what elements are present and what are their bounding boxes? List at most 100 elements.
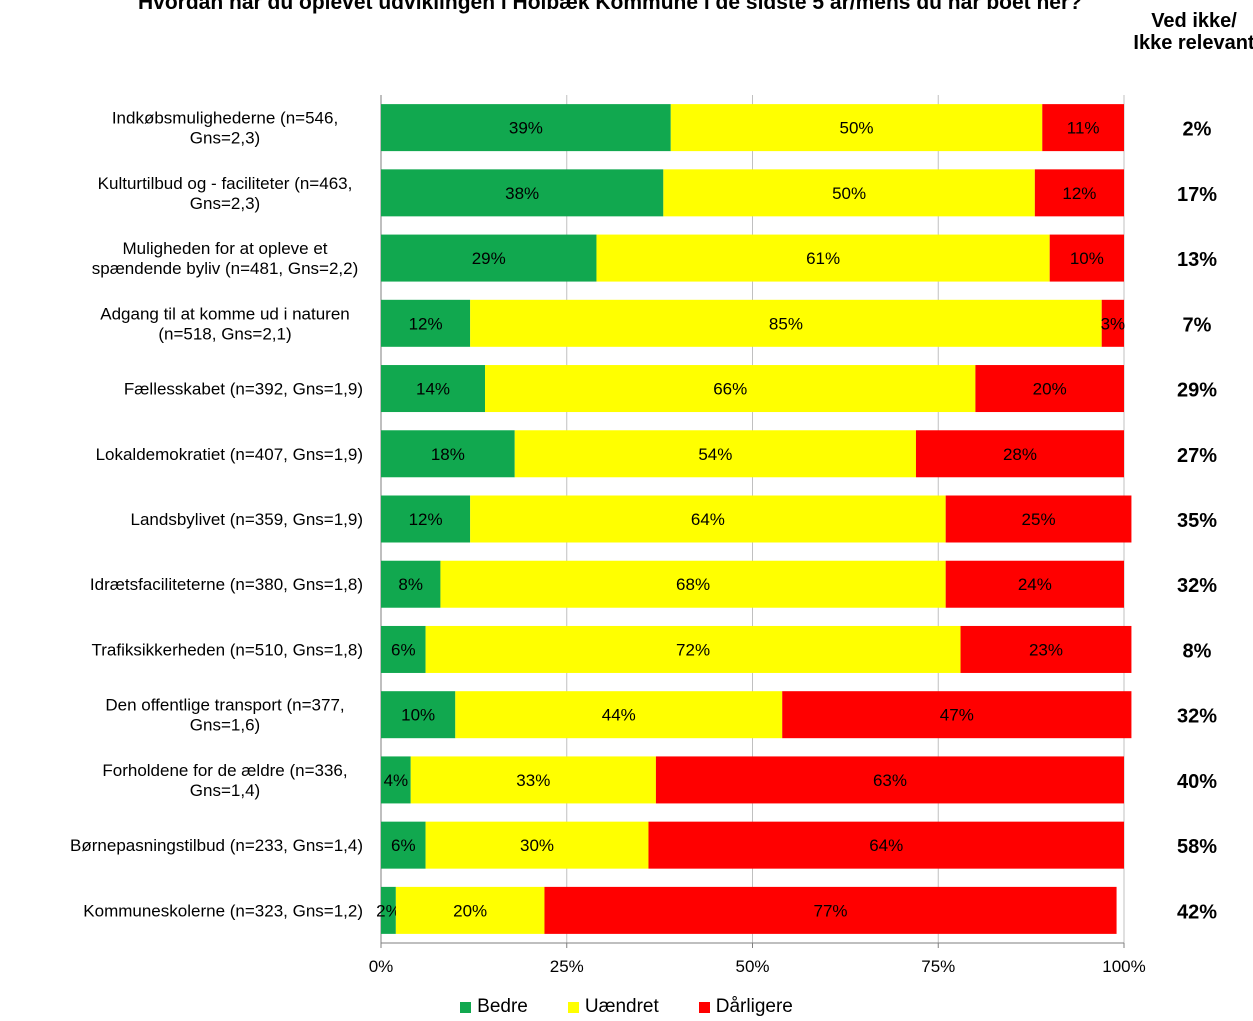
category-label: Kulturtilbud og - faciliteter (n=463, Gns… <box>98 174 353 213</box>
bar-bedre <box>381 430 515 478</box>
bar-bedre <box>381 886 396 934</box>
bar-uændret <box>425 821 649 869</box>
bar-dårligere <box>1049 234 1124 282</box>
bar-bedre <box>381 495 471 543</box>
data-label: 6% <box>391 640 416 659</box>
data-label: 23% <box>1029 640 1063 659</box>
category-label: Adgang til at komme ud i naturen (n=518, … <box>100 304 349 343</box>
data-label: 3% <box>1101 314 1126 333</box>
bar-bedre <box>381 169 664 217</box>
data-label: 12% <box>409 510 443 529</box>
bar-dårligere <box>975 365 1124 413</box>
category-label: Indkøbsmulighederne (n=546, Gns=2,3) <box>112 109 338 148</box>
ved-ikke-value: 32% <box>1177 575 1217 597</box>
legend-label: Bedre <box>477 996 528 1017</box>
ved-ikke-value: 29% <box>1177 380 1217 402</box>
data-label: 38% <box>505 184 539 203</box>
ved-ikke-value: 13% <box>1177 249 1217 271</box>
data-label: 33% <box>516 771 550 790</box>
bar-uændret <box>670 104 1043 152</box>
data-label: 54% <box>698 445 732 464</box>
bar-bedre <box>381 365 486 413</box>
bar-bedre <box>381 756 411 804</box>
bar-dårligere <box>648 821 1124 869</box>
bar-bedre <box>381 560 441 608</box>
bar-uændret <box>663 169 1035 217</box>
category-label: Trafiksikkerheden (n=510, Gns=1,8) <box>91 640 363 659</box>
legend-swatch <box>567 1001 579 1013</box>
ved-ikke-value: 8% <box>1183 640 1212 662</box>
data-label: 10% <box>401 706 435 725</box>
category-label: Lokaldemokratiet (n=407, Gns=1,9) <box>96 445 363 464</box>
bar-uændret <box>514 430 916 478</box>
ved-ikke-value: 17% <box>1177 184 1217 206</box>
bar-bedre <box>381 821 426 869</box>
data-label: 12% <box>1062 184 1096 203</box>
bar-uændret <box>425 625 961 673</box>
category-label: Kommuneskolerne (n=323, Gns=1,2) <box>83 901 363 920</box>
category-label: Landsbylivet (n=359, Gns=1,9) <box>131 510 363 529</box>
data-label: 29% <box>472 249 506 268</box>
category-label: Idrætsfaciliteterne (n=380, Gns=1,8) <box>90 575 363 594</box>
ved-ikke-value: 27% <box>1177 445 1217 467</box>
ved-ikke-value: 42% <box>1177 901 1217 923</box>
legend-swatch <box>460 1001 472 1013</box>
data-label: 72% <box>676 640 710 659</box>
category-label: Den offentlige transport (n=377, Gns=1,6) <box>105 696 344 735</box>
data-label: 50% <box>832 184 866 203</box>
data-label: 64% <box>869 836 903 855</box>
data-label: 4% <box>384 771 409 790</box>
bar-dårligere <box>1034 169 1124 217</box>
bar-uændret <box>395 886 545 934</box>
ved-ikke-value: 2% <box>1183 119 1212 141</box>
data-label: 25% <box>1022 510 1056 529</box>
bar-dårligere <box>544 886 1117 934</box>
legend: Bedre Uændret Dårligere <box>0 996 1253 1018</box>
data-label: 44% <box>602 706 636 725</box>
bar-bedre <box>381 104 671 152</box>
data-label: 85% <box>769 314 803 333</box>
legend-label: Dårligere <box>715 996 793 1017</box>
legend-item-dårligere: Dårligere <box>698 996 793 1018</box>
category-label: Fællesskabet (n=392, Gns=1,9) <box>124 380 363 399</box>
bar-dårligere <box>960 625 1132 673</box>
data-label: 11% <box>1067 119 1100 138</box>
data-label: 18% <box>431 445 465 464</box>
data-label: 77% <box>813 901 847 920</box>
bar-bedre <box>381 625 426 673</box>
data-label: 47% <box>940 706 974 725</box>
ved-ikke-value: 32% <box>1177 706 1217 728</box>
bar-uændret <box>455 691 783 739</box>
category-label: Forholdene for de ældre (n=336, Gns=1,4) <box>102 761 347 800</box>
bar-bedre <box>381 234 597 282</box>
data-label: 20% <box>1033 380 1067 399</box>
bar-dårligere <box>915 430 1124 478</box>
legend-item-uændret: Uændret <box>567 996 659 1018</box>
x-tick-label: 0% <box>369 957 394 976</box>
data-label: 66% <box>713 380 747 399</box>
bar-uændret <box>470 495 946 543</box>
x-tick-label: 100% <box>1102 957 1145 976</box>
ved-ikke-header: Ved ikke/ Ikke relevant <box>1133 10 1253 54</box>
x-tick-label: 25% <box>550 957 584 976</box>
legend-swatch <box>698 1001 710 1013</box>
x-tick-label: 75% <box>921 957 955 976</box>
ved-ikke-value: 40% <box>1177 771 1217 793</box>
bar-bedre <box>381 691 456 739</box>
bar-uændret <box>596 234 1050 282</box>
bar-uændret <box>440 560 946 608</box>
data-label: 20% <box>453 901 487 920</box>
bar-bedre <box>381 299 471 347</box>
category-label: Børnepasningstilbud (n=233, Gns=1,4) <box>70 836 363 855</box>
ved-ikke-value: 35% <box>1177 510 1217 532</box>
data-label: 28% <box>1003 445 1037 464</box>
data-label: 63% <box>873 771 907 790</box>
bar-dårligere <box>1101 299 1124 347</box>
data-label: 10% <box>1070 249 1104 268</box>
bar-uændret <box>485 365 976 413</box>
data-label: 8% <box>398 575 423 594</box>
data-label: 64% <box>691 510 725 529</box>
data-label: 2% <box>376 901 401 920</box>
bar-dårligere <box>655 756 1124 804</box>
ved-ikke-value: 7% <box>1183 314 1212 336</box>
